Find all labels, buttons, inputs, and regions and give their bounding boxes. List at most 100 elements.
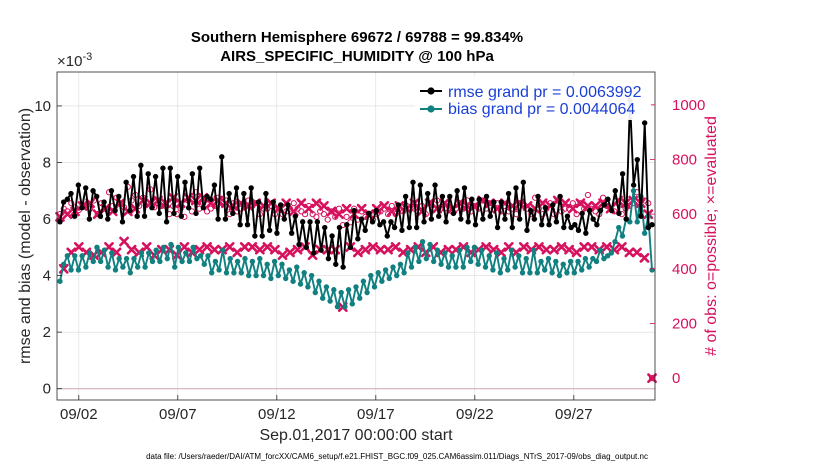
obs-evaluated-point — [496, 247, 507, 258]
bias-point — [331, 287, 337, 293]
obs-possible-point — [320, 211, 328, 218]
rmse-point — [564, 213, 571, 219]
bias-point — [534, 270, 541, 276]
bias-point — [68, 267, 74, 273]
x-tick-label: 09/22 — [456, 406, 494, 423]
rmse-point — [608, 207, 615, 214]
legend-rmse-label: rmse grand pr = 0.0063992 — [448, 84, 642, 101]
rmse-point — [527, 207, 534, 214]
obs-evaluated-point — [368, 242, 378, 252]
obs-evaluated-point — [209, 244, 220, 255]
rmse-point — [134, 213, 140, 219]
rmse-point — [311, 250, 317, 256]
rmse-point — [623, 216, 629, 222]
obs-evaluated-point — [232, 247, 243, 258]
legend-bias-label: bias grand pr = 0.0044064 — [448, 101, 635, 118]
rmse-point — [141, 213, 148, 219]
bias-point — [338, 289, 344, 296]
obs-evaluated-point — [390, 242, 401, 252]
obs-possible-point — [290, 200, 297, 207]
bias-point — [286, 267, 293, 273]
rmse-point — [601, 202, 607, 208]
bias-point — [519, 270, 526, 276]
bias-point — [149, 258, 156, 265]
bias-point — [408, 264, 415, 270]
bias-point — [416, 258, 422, 265]
rmse-point — [380, 219, 387, 225]
bias-point — [123, 255, 130, 262]
bias-point — [553, 258, 559, 265]
rmse-point — [483, 193, 490, 200]
x-tick-label: 09/27 — [555, 406, 593, 423]
bias-point — [564, 270, 570, 276]
rmse-point — [461, 185, 468, 191]
rmse-point — [480, 216, 486, 222]
rmse-point — [509, 224, 515, 231]
obs-evaluated-point — [601, 242, 612, 252]
rmse-point — [288, 230, 295, 236]
bias-point — [442, 250, 448, 256]
rmse-point — [200, 205, 207, 211]
rmse-point — [366, 210, 372, 217]
rmse-point — [594, 221, 600, 228]
rmse-point — [119, 219, 126, 225]
rmse-point — [362, 227, 368, 234]
obs-evaluated-point — [205, 198, 216, 209]
rmse-point — [450, 210, 457, 217]
bias-point — [490, 267, 496, 273]
rmse-point — [358, 216, 365, 222]
rmse-point — [167, 165, 173, 171]
bias-point — [438, 261, 444, 267]
rmse-point — [230, 210, 236, 217]
bias-point — [231, 270, 237, 276]
rmse-point — [123, 179, 129, 185]
rmse-point — [75, 182, 82, 188]
rmse-line — [59, 99, 653, 269]
rmse-point — [79, 205, 85, 211]
rmse-point — [105, 216, 111, 222]
obs-evaluated-point — [296, 198, 307, 209]
bias-point — [619, 233, 626, 239]
obs-evaluated-point — [541, 244, 552, 255]
rmse-point — [597, 207, 604, 214]
rmse-point — [255, 199, 262, 205]
y-tick-label: 10 — [34, 98, 51, 115]
obs-evaluated-point — [285, 247, 295, 258]
rmse-point — [108, 188, 115, 194]
bias-point — [538, 258, 544, 265]
rmse-point — [263, 190, 269, 197]
bias-point — [153, 247, 159, 253]
rmse-point — [531, 216, 538, 222]
y2-axis-label: # of obs: o=possible; ×=evaluated — [703, 116, 720, 356]
bias-point — [604, 253, 611, 259]
bias-point — [83, 264, 89, 270]
y-axis-label: rmse and bias (model - observation) — [17, 108, 34, 364]
bias-point — [301, 270, 307, 276]
bias-point — [530, 247, 537, 253]
obs-possible-point — [584, 191, 592, 199]
bias-point — [234, 258, 241, 265]
bias-point — [312, 289, 318, 296]
bias-point — [146, 250, 152, 256]
obs-evaluated-point — [111, 247, 122, 258]
bias-point — [249, 258, 256, 265]
bias-point — [512, 264, 518, 270]
rmse-point — [351, 207, 357, 214]
y2-tick-label: 600 — [672, 206, 697, 223]
bias-point — [360, 278, 367, 284]
bias-point — [501, 255, 507, 262]
bias-point — [475, 261, 481, 267]
bias-point — [523, 255, 529, 262]
rmse-point — [270, 199, 276, 205]
rmse-point — [487, 213, 493, 219]
rmse-point — [377, 221, 383, 228]
x-tick-label: 09/02 — [60, 406, 98, 423]
bias-point — [397, 261, 404, 267]
obs-evaluated-point — [73, 242, 84, 252]
rmse-point — [454, 188, 460, 194]
y-axis-right: 0 200 400 600 800 1000 — [650, 97, 705, 387]
bias-point — [608, 250, 615, 256]
rmse-point — [244, 221, 251, 228]
y2-tick-label: 1000 — [672, 97, 705, 114]
rmse-point — [336, 224, 343, 231]
